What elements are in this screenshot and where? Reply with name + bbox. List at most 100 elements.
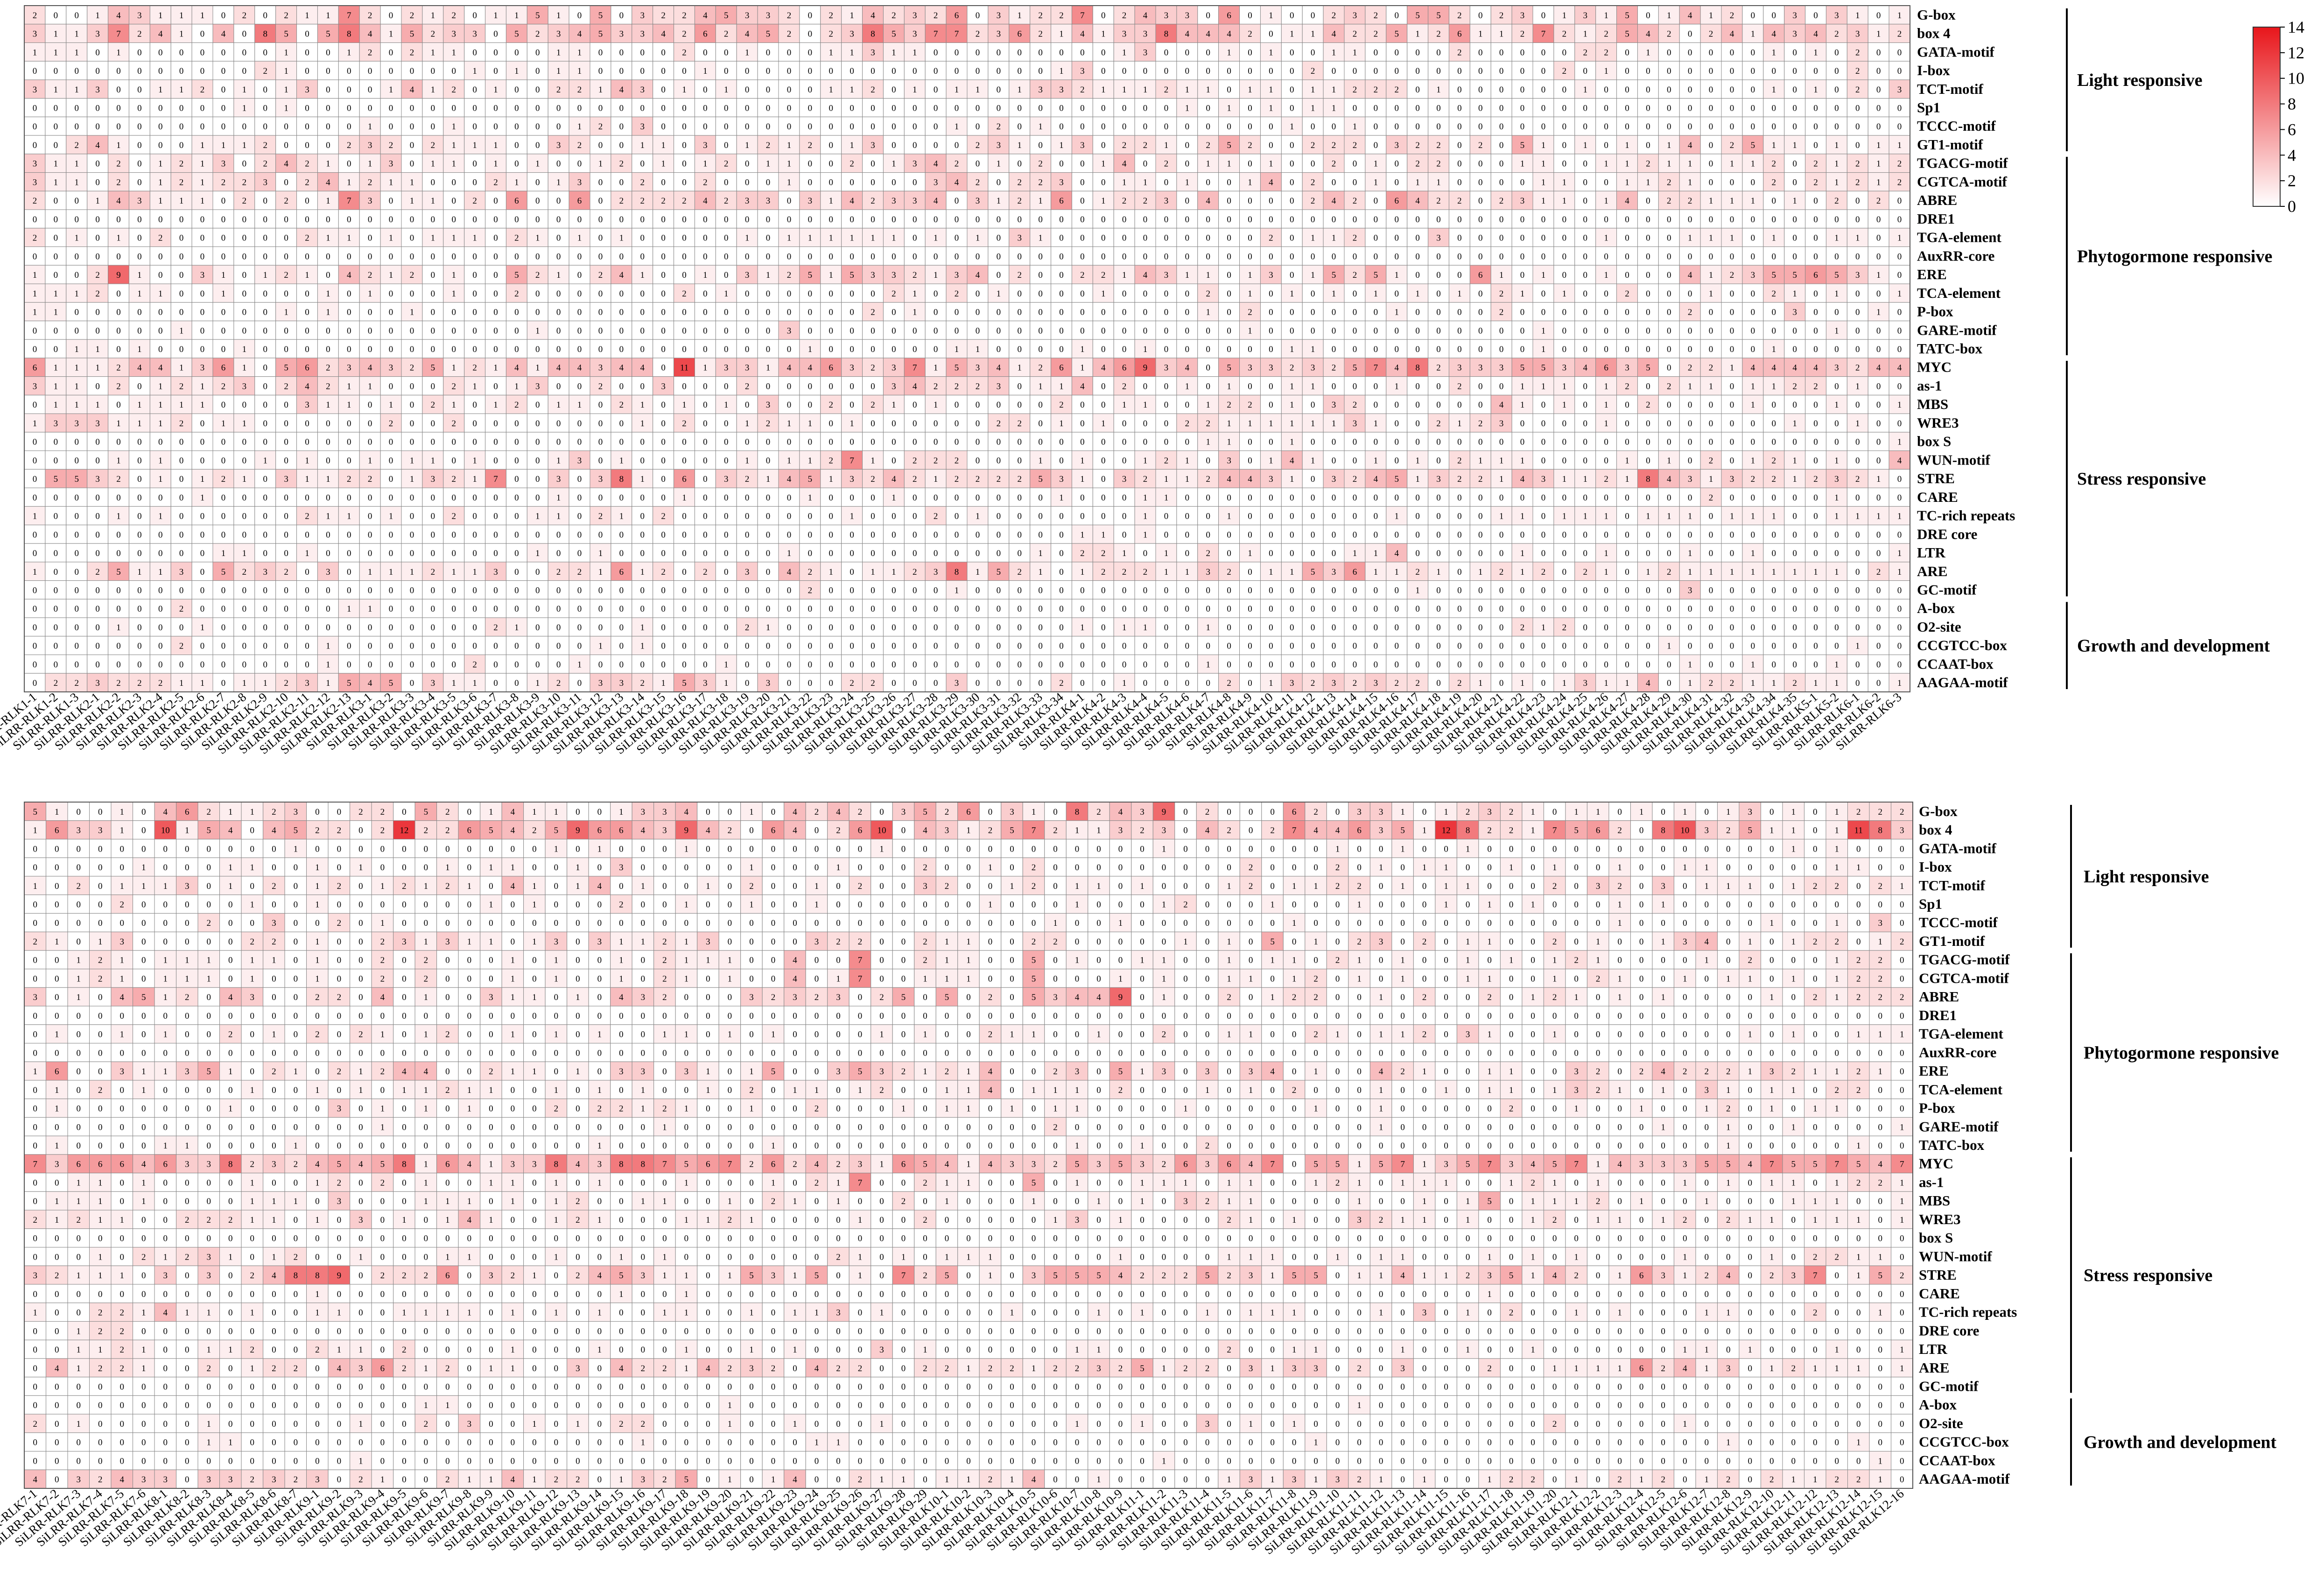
cell-value: 2 bbox=[976, 381, 980, 391]
cell-value: 0 bbox=[1478, 233, 1483, 243]
cell-value: 3 bbox=[1792, 29, 1797, 39]
cell-value: 1 bbox=[1541, 381, 1546, 391]
cell-value: 0 bbox=[1541, 48, 1546, 57]
cell-value: 3 bbox=[766, 196, 771, 206]
cell-value: 1 bbox=[179, 363, 184, 373]
cell-value: 0 bbox=[598, 48, 603, 57]
cell-value: 0 bbox=[221, 400, 226, 410]
cell-value: 1 bbox=[242, 474, 247, 484]
cell-value: 1 bbox=[1206, 400, 1210, 410]
cell-value: 0 bbox=[1583, 345, 1587, 354]
cell-value: 1 bbox=[158, 400, 163, 410]
cell-value: 0 bbox=[1646, 326, 1650, 336]
cell-value: 3 bbox=[850, 29, 854, 39]
cell-value: 1 bbox=[577, 48, 582, 57]
cell-value: 0 bbox=[116, 215, 121, 225]
cell-value: 2 bbox=[305, 512, 309, 521]
cell-value: 2 bbox=[1897, 177, 1902, 187]
cell-value: 0 bbox=[556, 122, 561, 132]
cell-value: 2 bbox=[1855, 159, 1860, 169]
cell-value: 0 bbox=[1478, 104, 1483, 113]
cell-value: 5 bbox=[54, 474, 58, 484]
cell-value: 3 bbox=[1227, 456, 1231, 465]
cell-value: 2 bbox=[1206, 141, 1210, 150]
cell-value: 0 bbox=[535, 419, 540, 429]
cell-value: 2 bbox=[451, 381, 456, 391]
cell-value: 0 bbox=[514, 159, 519, 169]
cell-value: 0 bbox=[871, 289, 875, 299]
cell-value: 1 bbox=[1164, 474, 1169, 484]
cell-value: 0 bbox=[284, 326, 288, 336]
cell-value: 8 bbox=[347, 29, 351, 39]
cell-value: 0 bbox=[808, 48, 813, 57]
cell-value: 7 bbox=[913, 363, 917, 373]
cell-value: 0 bbox=[1122, 66, 1127, 76]
cell-value: 4 bbox=[1269, 177, 1273, 187]
cell-value: 0 bbox=[1583, 159, 1587, 169]
cell-value: 0 bbox=[179, 215, 184, 225]
cell-value: 0 bbox=[284, 400, 288, 410]
cell-value: 4 bbox=[577, 29, 582, 39]
cell-value: 0 bbox=[1478, 215, 1483, 225]
cell-value: 0 bbox=[1332, 326, 1336, 336]
cell-value: 4 bbox=[1771, 363, 1776, 373]
cell-value: 0 bbox=[1751, 177, 1755, 187]
cell-value: 2 bbox=[451, 419, 456, 429]
cell-value: 0 bbox=[703, 345, 708, 354]
cell-value: 0 bbox=[892, 437, 896, 447]
cell-value: 1 bbox=[828, 48, 833, 57]
cell-value: 0 bbox=[200, 326, 205, 336]
cell-value: 0 bbox=[1709, 66, 1713, 76]
cell-value: 0 bbox=[74, 512, 79, 521]
cell-value: 0 bbox=[1143, 381, 1148, 391]
cell-value: 0 bbox=[724, 122, 729, 132]
cell-value: 0 bbox=[661, 233, 666, 243]
cell-value: 2 bbox=[1499, 308, 1504, 317]
cell-value: 2 bbox=[389, 141, 393, 150]
cell-value: 2 bbox=[514, 289, 519, 299]
cell-value: 0 bbox=[1415, 326, 1420, 336]
cell-value: 0 bbox=[976, 122, 980, 132]
cell-value: 0 bbox=[955, 48, 959, 57]
cell-value: 2 bbox=[1771, 474, 1776, 484]
cell-value: 3 bbox=[1730, 474, 1734, 484]
cell-value: 4 bbox=[1290, 456, 1294, 465]
cell-value: 2 bbox=[1353, 85, 1357, 95]
cell-value: 0 bbox=[661, 400, 666, 410]
cell-value: 0 bbox=[1834, 215, 1839, 225]
cell-value: 2 bbox=[179, 159, 184, 169]
cell-value: 0 bbox=[661, 419, 666, 429]
cell-value: 0 bbox=[828, 326, 833, 336]
cell-value: 2 bbox=[682, 48, 687, 57]
cell-value: 0 bbox=[535, 177, 540, 187]
cell-value: 0 bbox=[1415, 48, 1420, 57]
cell-value: 0 bbox=[1101, 252, 1106, 261]
cell-value: 0 bbox=[389, 122, 393, 132]
cell-value: 0 bbox=[1709, 104, 1713, 113]
cell-value: 0 bbox=[1709, 85, 1713, 95]
cell-value: 0 bbox=[451, 437, 456, 447]
cell-value: 0 bbox=[1436, 215, 1441, 225]
cell-value: 0 bbox=[724, 381, 729, 391]
cell-value: 0 bbox=[1688, 29, 1692, 39]
cell-value: 1 bbox=[33, 419, 37, 429]
cell-value: 3 bbox=[619, 29, 624, 39]
cell-value: 0 bbox=[787, 196, 792, 206]
cell-value: 1 bbox=[368, 159, 372, 169]
cell-value: 0 bbox=[682, 437, 687, 447]
cell-value: 1 bbox=[1583, 85, 1587, 95]
cell-value: 1 bbox=[284, 48, 288, 57]
cell-value: 1 bbox=[828, 474, 833, 484]
cell-value: 0 bbox=[1562, 159, 1567, 169]
cell-value: 0 bbox=[33, 345, 37, 354]
cell-value: 0 bbox=[305, 29, 309, 39]
cell-value: 0 bbox=[200, 512, 205, 521]
cell-value: 0 bbox=[1122, 437, 1127, 447]
cell-value: 0 bbox=[1290, 104, 1294, 113]
cell-value: 2 bbox=[1353, 196, 1357, 206]
cell-value: 0 bbox=[368, 215, 372, 225]
cell-value: 0 bbox=[1897, 308, 1902, 317]
cell-value: 1 bbox=[1101, 29, 1106, 39]
cell-value: 0 bbox=[871, 345, 875, 354]
cell-value: 0 bbox=[703, 252, 708, 261]
